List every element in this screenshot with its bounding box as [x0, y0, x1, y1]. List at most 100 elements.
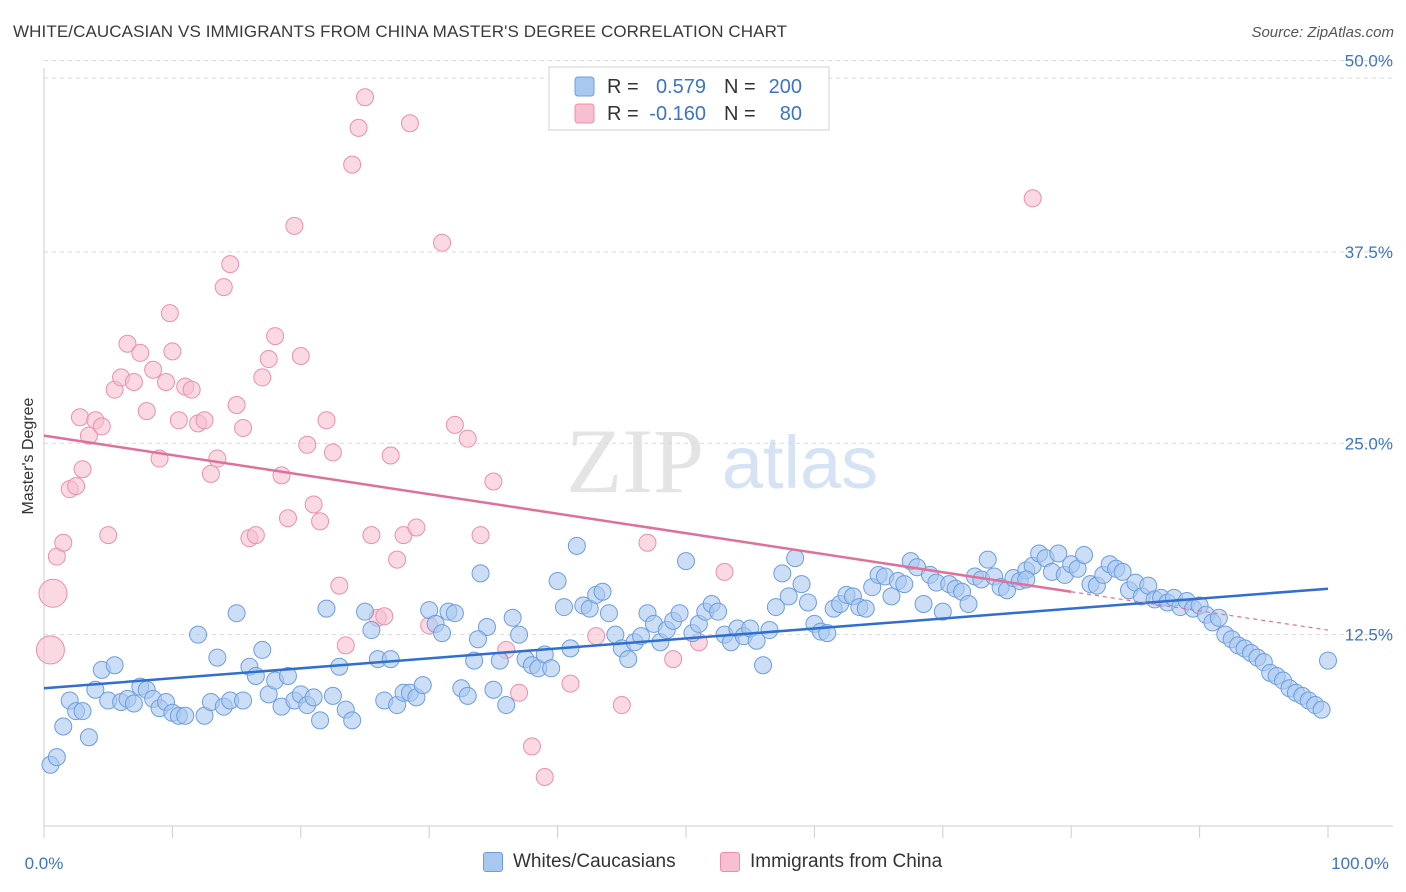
stats-n-value-blue: 200 [769, 76, 802, 98]
whites-point [278, 666, 297, 685]
china-point [38, 578, 68, 608]
whites-point [477, 617, 496, 636]
china-point [272, 466, 291, 485]
whites-point [208, 648, 227, 667]
whites-point [1075, 546, 1094, 565]
whites-point [619, 650, 638, 669]
china-point [201, 464, 220, 483]
china-point [561, 674, 580, 693]
china-point [35, 635, 65, 665]
whites-point [1049, 544, 1068, 563]
china-point [400, 114, 419, 133]
china-point [291, 346, 310, 365]
china-point [67, 477, 86, 496]
china-point [99, 526, 118, 545]
whites-point [895, 575, 914, 594]
china-point [323, 443, 342, 462]
china-point [356, 88, 374, 107]
whites-point [510, 625, 529, 644]
whites-point [362, 621, 381, 640]
legend-swatch-whites [483, 852, 503, 872]
whites-point [542, 659, 561, 678]
watermark-atlas: atlas [722, 421, 878, 504]
china-point [253, 368, 272, 387]
whites-point [1113, 562, 1132, 581]
whites-point [497, 696, 516, 715]
whites-point [356, 602, 374, 621]
china-point [317, 411, 336, 430]
whites-point [189, 625, 208, 644]
whites-point [54, 717, 73, 736]
china-point [73, 460, 92, 479]
whites-point [79, 728, 98, 747]
bottom-legend: Whites/Caucasians Immigrants from China [0, 851, 1406, 879]
whites-point [709, 602, 728, 621]
whites-point [567, 536, 586, 555]
china-point [124, 373, 143, 392]
legend-swatch-china [720, 852, 740, 872]
china-point [144, 360, 163, 379]
whites-point [124, 694, 143, 713]
china-point [343, 155, 362, 174]
whites-point [227, 604, 246, 623]
x-tick-label-max: 100.0% [1331, 854, 1389, 873]
china-point [458, 429, 477, 448]
whites-point [343, 711, 362, 730]
china-point [362, 526, 381, 545]
china-point [214, 278, 233, 297]
legend-item-china[interactable]: Immigrants from China [720, 851, 942, 873]
whites-point [433, 624, 452, 643]
china-point [510, 683, 529, 702]
x-tick-label-min: 0.0% [25, 854, 64, 873]
china-point [381, 446, 400, 465]
whites-point [773, 564, 792, 583]
china-point [79, 426, 98, 445]
china-point [285, 216, 304, 235]
china-point [234, 418, 253, 437]
china-point [375, 607, 394, 626]
whites-point [779, 587, 798, 606]
china-point [311, 512, 330, 531]
whites-point [381, 650, 400, 669]
china-point [163, 342, 182, 361]
china-point [336, 636, 355, 655]
stats-legend-swatch-blue [574, 76, 595, 97]
china-point [298, 435, 317, 454]
china-point [349, 118, 368, 137]
axes [43, 68, 1393, 827]
china-point [664, 650, 683, 669]
y-tick-label: 12.5% [1345, 626, 1393, 645]
whites-point [246, 666, 265, 685]
whites-point [760, 621, 779, 640]
legend-label-china: Immigrants from China [750, 851, 943, 872]
whites-point [677, 552, 695, 571]
china-point [471, 526, 490, 545]
legend-item-whites[interactable]: Whites/Caucasians [483, 851, 676, 873]
stats-r-label-pink: R = [607, 103, 639, 125]
whites-point [503, 608, 522, 627]
whites-point [959, 595, 978, 614]
china-point [137, 402, 156, 421]
gridlines [44, 60, 1393, 636]
trend-line-whites [43, 587, 1329, 690]
stats-n-value-pink: 80 [780, 103, 802, 125]
whites-point [484, 680, 503, 699]
whites-point [882, 587, 901, 606]
whites-point [1209, 608, 1228, 627]
whites-point [933, 602, 952, 621]
whites-point [1312, 700, 1331, 719]
china-point [278, 509, 297, 528]
china-point [182, 380, 201, 399]
y-axis-title: Master's Degree [20, 397, 37, 514]
series-whites-caucasians [41, 536, 1337, 774]
whites-point [317, 599, 336, 618]
china-point [388, 550, 407, 569]
china-point [638, 533, 657, 552]
whites-point [471, 564, 490, 583]
whites-point [856, 599, 875, 618]
china-point [195, 411, 214, 430]
whites-point [445, 604, 464, 623]
stats-n-label-pink: N = [724, 103, 756, 125]
y-tick-labels: 12.5% 25.0% 37.5% 50.0% [1345, 52, 1393, 645]
china-point [227, 395, 246, 414]
